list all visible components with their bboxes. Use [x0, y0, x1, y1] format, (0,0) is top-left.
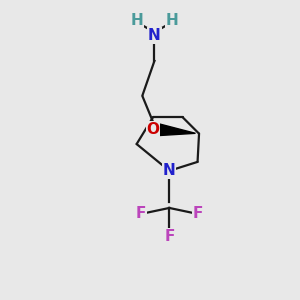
Text: F: F	[192, 206, 203, 221]
Text: F: F	[164, 229, 175, 244]
Text: N: N	[148, 28, 161, 43]
Text: H: H	[130, 13, 143, 28]
Polygon shape	[158, 124, 196, 136]
Text: N: N	[163, 163, 176, 178]
Text: O: O	[146, 122, 160, 137]
Text: H: H	[166, 13, 179, 28]
Text: F: F	[136, 206, 146, 221]
